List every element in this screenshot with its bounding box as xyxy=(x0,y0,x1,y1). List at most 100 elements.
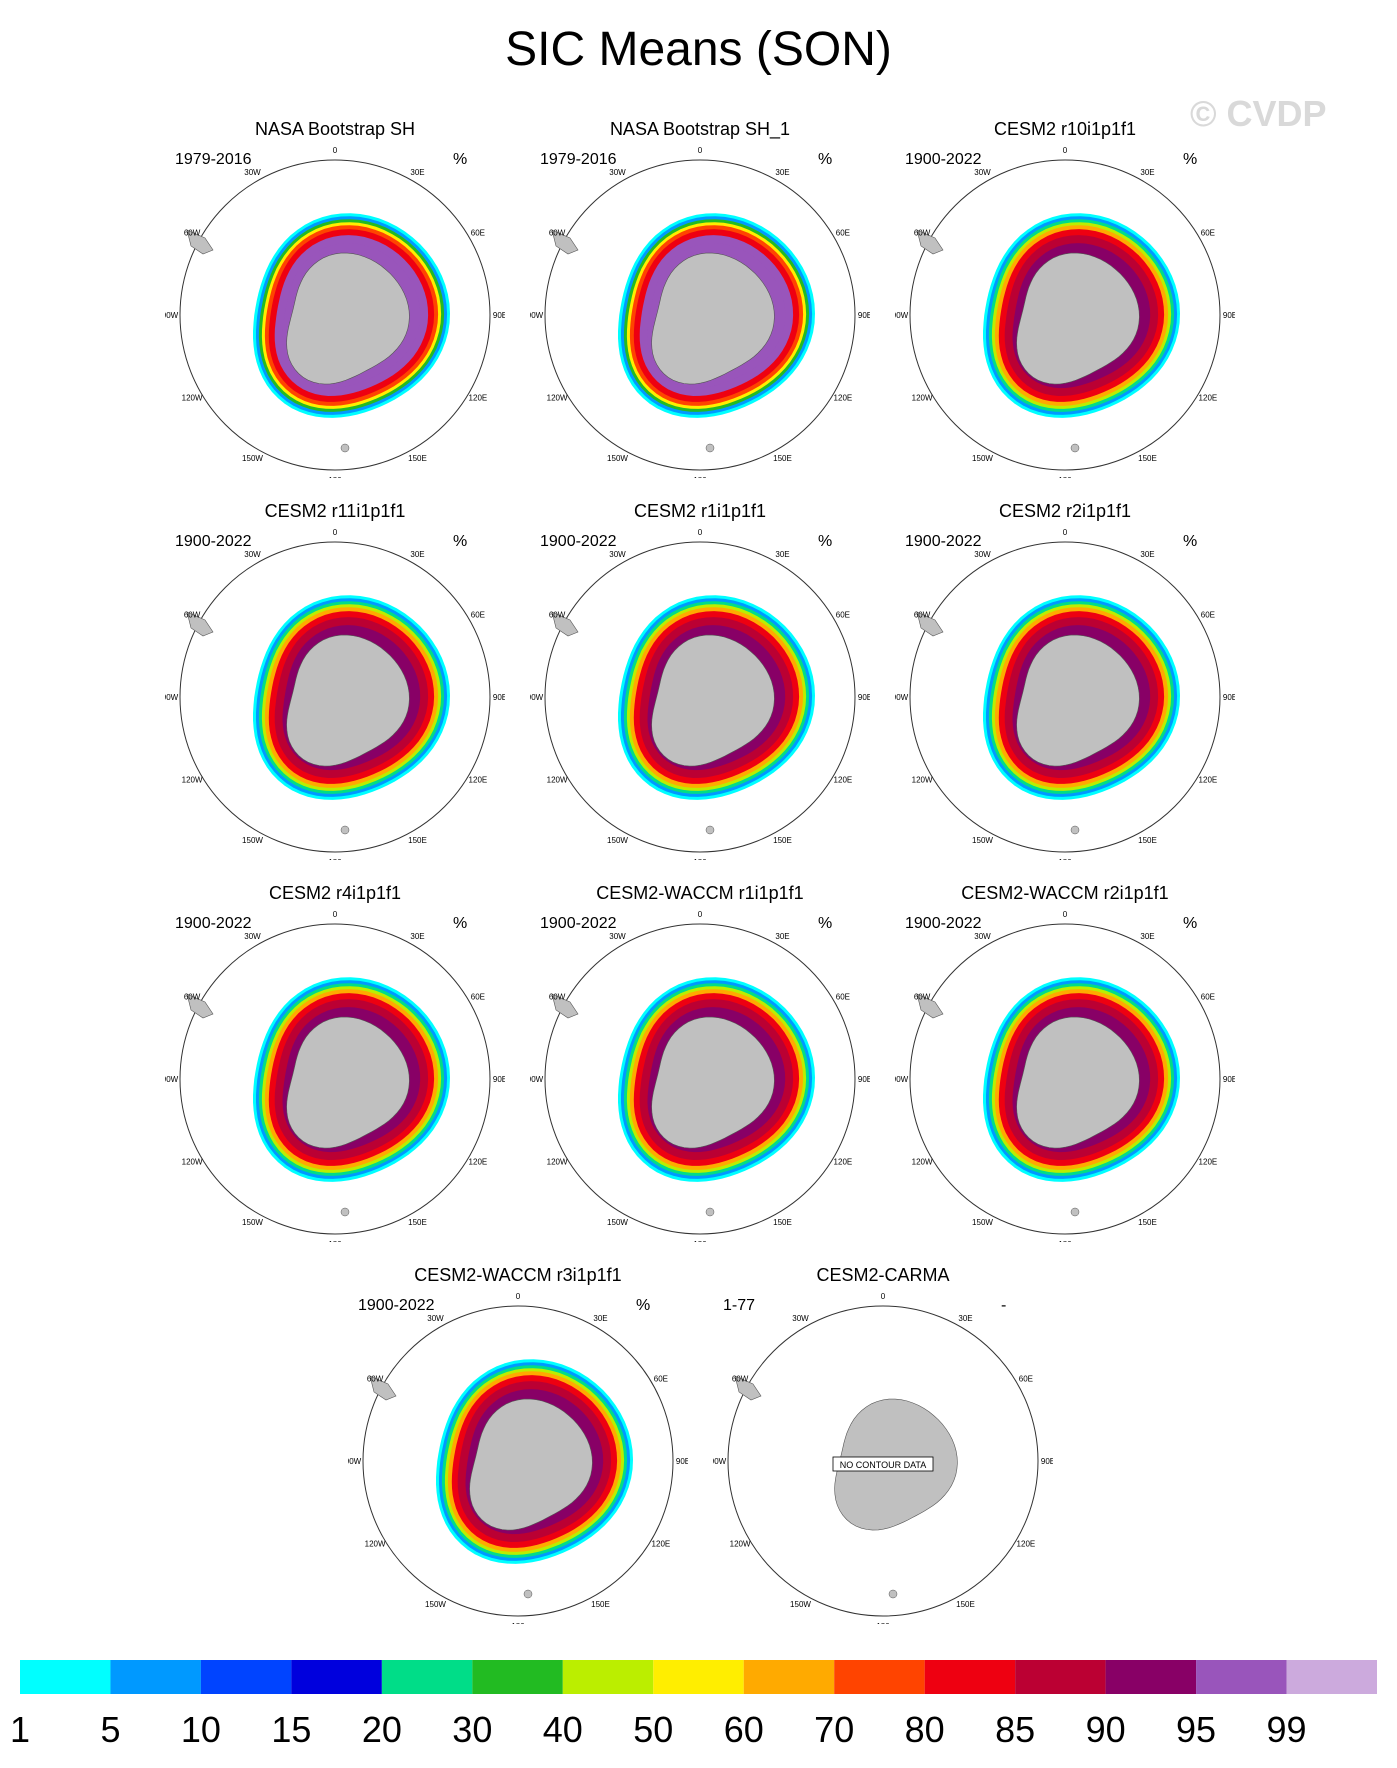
longitude-label: 30E xyxy=(775,168,789,177)
longitude-label: 180 xyxy=(876,1622,890,1624)
map-panel: 0 30E 60E 90E 120E 150E 180 150W 120W 90W 60W 30W NA… xyxy=(530,118,870,478)
south-america-land xyxy=(551,611,579,637)
colorbar-swatch xyxy=(381,1660,473,1694)
longitude-label: 120E xyxy=(1199,394,1218,403)
antarctica-land xyxy=(286,634,410,767)
longitude-label: 30E xyxy=(410,168,424,177)
longitude-label: 150E xyxy=(956,1600,975,1609)
longitude-label: 60W xyxy=(549,611,566,620)
longitude-label: 180 xyxy=(693,1240,707,1242)
longitude-label: 0 xyxy=(333,910,338,919)
longitude-label: 30W xyxy=(974,550,991,559)
polar-map: 0 30E 60E 90E 120E 150E 180 150W 120W 90W 60W 30W xyxy=(165,146,505,478)
longitude-label: 150E xyxy=(408,1218,427,1227)
map-panel: 0 30E 60E 90E 120E 150E 180 150W 120W 90W 60W 30W CE… xyxy=(895,882,1235,1242)
panel-units: % xyxy=(1183,915,1198,932)
longitude-label: 150W xyxy=(790,1600,811,1609)
colorbar-swatch xyxy=(472,1660,563,1694)
colorbar-swatch xyxy=(1196,1660,1287,1694)
longitude-label: 30W xyxy=(244,168,261,177)
polar-map: 0 30E 60E 90E 120E 150E 180 150W 120W 90W 60W 30W xyxy=(348,1292,688,1624)
panel-title: CESM2 r10i1p1f1 xyxy=(993,119,1137,139)
panel-period: 1979-2016 xyxy=(175,151,252,168)
longitude-label: 90W xyxy=(165,693,179,702)
colorbar-swatch xyxy=(110,1660,201,1694)
colorbar-swatch xyxy=(1015,1660,1106,1694)
longitude-label: 120E xyxy=(834,776,853,785)
longitude-label: 30W xyxy=(974,932,991,941)
longitude-label: 0 xyxy=(1063,528,1068,537)
longitude-label: 90E xyxy=(1041,1457,1053,1466)
longitude-label: 90E xyxy=(858,693,870,702)
longitude-label: 90E xyxy=(676,1457,688,1466)
longitude-label: 150W xyxy=(242,836,263,845)
colorbar-swatch xyxy=(291,1660,382,1694)
longitude-label: 60W xyxy=(549,993,566,1002)
panel-units: % xyxy=(453,151,468,168)
panel-title: CESM2-CARMA xyxy=(816,1265,950,1285)
panel-units: % xyxy=(1183,151,1198,168)
longitude-label: 90E xyxy=(493,1075,505,1084)
panel-period: 1900-2022 xyxy=(358,1297,435,1314)
polar-map: 0 30E 60E 90E 120E 150E 180 150W 120W 90W 60W 30W xyxy=(530,910,870,1242)
longitude-label: 60W xyxy=(184,229,201,238)
antarctica-land xyxy=(1016,252,1140,385)
south-america-land xyxy=(369,1375,397,1401)
panel-period: 1-77 xyxy=(723,1297,756,1314)
longitude-label: 30W xyxy=(244,932,261,941)
colorbar-swatch xyxy=(924,1660,1016,1694)
longitude-label: 180 xyxy=(511,1622,525,1624)
colorbar-tick-label: 50 xyxy=(633,1709,673,1750)
panel-title: NASA Bootstrap SH_1 xyxy=(609,119,791,139)
polar-map: 0 30E 60E 90E 120E 150E 180 150W 120W 90W 60W 30W xyxy=(895,146,1235,478)
longitude-label: 60E xyxy=(654,1375,668,1384)
longitude-label: 0 xyxy=(1063,910,1068,919)
longitude-label: 150W xyxy=(607,836,628,845)
south-america-land xyxy=(916,611,944,637)
antarctica-land xyxy=(469,1398,593,1531)
antarctica-land xyxy=(651,634,775,767)
longitude-label: 60W xyxy=(732,1375,749,1384)
longitude-label: 150W xyxy=(242,1218,263,1227)
longitude-label: 0 xyxy=(516,1292,521,1301)
longitude-label: 150W xyxy=(972,454,993,463)
panel-units: % xyxy=(453,533,468,550)
longitude-label: 120E xyxy=(1017,1540,1036,1549)
longitude-label: 60W xyxy=(549,229,566,238)
antarctica-land xyxy=(651,252,775,385)
longitude-label: 90W xyxy=(713,1457,727,1466)
polar-map: 0 30E 60E 90E 120E 150E 180 150W 120W 90W 60W 30W xyxy=(165,528,505,860)
longitude-label: 0 xyxy=(698,146,703,155)
panel-period: 1900-2022 xyxy=(905,533,982,550)
longitude-label: 120W xyxy=(547,1158,568,1167)
panel-period: 1900-2022 xyxy=(175,915,252,932)
longitude-label: 150E xyxy=(408,836,427,845)
colorbar-tick-label: 20 xyxy=(362,1709,402,1750)
longitude-label: 90E xyxy=(493,693,505,702)
south-america-land xyxy=(734,1375,762,1401)
south-america-land xyxy=(186,611,214,637)
colorbar-swatch xyxy=(200,1660,292,1694)
south-america-land xyxy=(551,229,579,255)
colorbar-swatch xyxy=(562,1660,654,1694)
longitude-label: 60W xyxy=(914,611,931,620)
panel-title: CESM2-WACCM r3i1p1f1 xyxy=(414,1265,622,1285)
panel-title: CESM2 r4i1p1f1 xyxy=(268,883,402,903)
panel-title: CESM2 r2i1p1f1 xyxy=(998,501,1132,521)
map-panel: 0 30E 60E 90E 120E 150E 180 150W 120W 90W 60W 30W CE… xyxy=(530,500,870,860)
antarctica-land xyxy=(286,252,410,385)
panel-title: CESM2-WACCM r2i1p1f1 xyxy=(961,883,1169,903)
colorbar-swatch xyxy=(653,1660,744,1694)
colorbar-swatch xyxy=(834,1660,925,1694)
longitude-label: 30W xyxy=(427,1314,444,1323)
map-panel: 0 30E 60E 90E 120E 150E 180 150W 120W 90W 60W 30W CE… xyxy=(348,1264,688,1624)
longitude-label: 60E xyxy=(1201,993,1215,1002)
longitude-label: 30W xyxy=(609,550,626,559)
colorbar-tick-label: 15 xyxy=(271,1709,311,1750)
longitude-label: 120W xyxy=(182,1158,203,1167)
new-zealand-land xyxy=(1070,825,1080,835)
panel-period: 1900-2022 xyxy=(905,915,982,932)
longitude-label: 30E xyxy=(1140,550,1154,559)
panel-units: % xyxy=(818,151,833,168)
longitude-label: 120E xyxy=(1199,776,1218,785)
